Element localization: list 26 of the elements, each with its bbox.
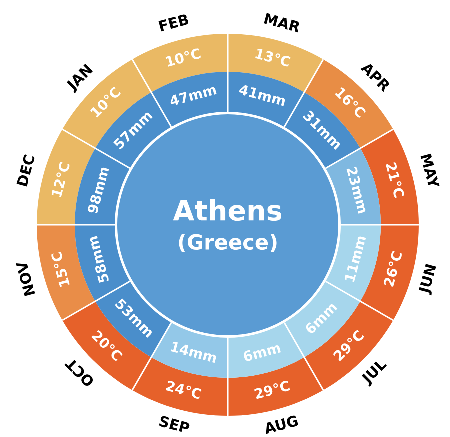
data-label: 26°C — [383, 251, 403, 288]
category-label: NOV — [16, 260, 36, 296]
data-label: 6mm — [242, 342, 282, 362]
data-label: 98mm — [87, 166, 110, 214]
data-label: 23mm — [346, 166, 369, 214]
category-label: MAY — [420, 154, 440, 190]
data-label: 14mm — [170, 342, 218, 364]
category-label: MAR — [264, 13, 302, 33]
text: Athens — [173, 200, 282, 222]
data-label: 10°C — [166, 48, 202, 68]
category-label: DEC — [16, 154, 36, 187]
text: (Greece) — [179, 234, 277, 252]
data-label: 58mm — [87, 236, 110, 284]
data-label: 47mm — [169, 84, 217, 106]
data-label: 29°C — [254, 380, 290, 400]
data-label: 13°C — [255, 48, 291, 68]
category-label: JUN — [418, 264, 440, 296]
data-label: 24°C — [166, 380, 202, 400]
category-label: FEB — [158, 14, 190, 32]
data-label: 15°C — [51, 252, 70, 288]
data-label: 41mm — [238, 84, 286, 106]
data-label: 11mm — [344, 236, 366, 282]
data-label: 12°C — [51, 162, 70, 198]
category-label: SEP — [159, 416, 190, 434]
data-label: 21°C — [386, 162, 405, 198]
category-label: AUG — [263, 415, 299, 434]
